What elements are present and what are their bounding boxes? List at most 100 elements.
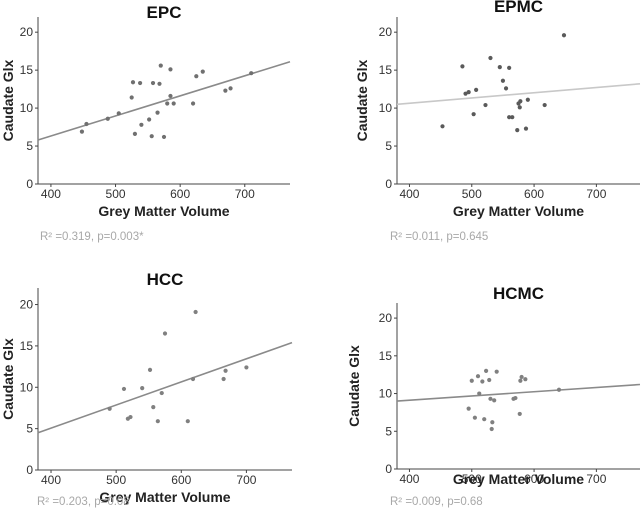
data-point xyxy=(463,91,468,96)
data-point xyxy=(249,71,254,76)
y-tick-label: 10 xyxy=(379,387,393,401)
stat-annotation: R² =0.011, p=0.645 xyxy=(390,231,488,243)
x-tick-label: 600 xyxy=(524,187,544,201)
data-point xyxy=(497,65,502,70)
x-axis-label: Grey Matter Volume xyxy=(98,203,229,219)
data-point xyxy=(121,386,127,392)
data-point xyxy=(147,117,152,122)
y-tick-label: 15 xyxy=(379,63,393,77)
data-point xyxy=(139,122,144,127)
fit-line xyxy=(396,383,641,402)
data-point xyxy=(515,128,520,133)
chart-title: HCMC xyxy=(493,284,544,303)
data-point xyxy=(168,93,173,99)
x-tick-label: 500 xyxy=(106,187,126,201)
y-axis-label: Caudate Glx xyxy=(0,338,16,420)
data-point xyxy=(223,88,228,93)
data-point xyxy=(440,124,445,129)
x-tick-label: 600 xyxy=(524,472,544,486)
data-point xyxy=(484,368,489,374)
x-tick-label: 600 xyxy=(170,187,190,201)
y-tick-label: 10 xyxy=(20,101,34,115)
data-point xyxy=(482,417,487,422)
data-point xyxy=(223,368,228,373)
chart-epc: EPC 0 5 10 15 20 400 500 600 700 Grey Matter Volum… xyxy=(0,3,291,243)
data-point xyxy=(460,64,465,69)
x-tick-label: 400 xyxy=(41,473,61,487)
data-point xyxy=(523,126,529,131)
data-point xyxy=(488,55,493,61)
data-point xyxy=(158,63,163,68)
x-axis-label: Grey Matter Volume xyxy=(453,471,584,487)
data-point xyxy=(130,80,136,85)
data-point xyxy=(116,111,121,116)
y-tick-label: 0 xyxy=(385,462,392,476)
x-tick-label: 500 xyxy=(462,187,482,201)
data-point xyxy=(513,395,518,401)
data-point xyxy=(200,69,205,74)
data-point xyxy=(159,390,164,396)
data-point xyxy=(221,376,226,382)
data-point xyxy=(474,87,479,92)
data-point xyxy=(161,134,167,140)
data-point xyxy=(475,374,481,379)
data-point xyxy=(193,309,198,315)
data-point xyxy=(517,411,522,417)
y-tick-label: 10 xyxy=(20,380,34,394)
data-point xyxy=(466,90,471,95)
data-point xyxy=(488,396,493,401)
data-point xyxy=(480,379,485,384)
data-point xyxy=(518,99,523,104)
data-point xyxy=(507,115,512,120)
fit-line xyxy=(396,83,641,106)
y-tick-label: 0 xyxy=(26,177,33,191)
data-point xyxy=(190,376,196,382)
data-point xyxy=(472,415,477,420)
data-point xyxy=(185,419,190,424)
y-tick-label: 0 xyxy=(385,177,392,191)
chart-title: EPC xyxy=(147,3,182,22)
data-point xyxy=(471,112,476,117)
data-point xyxy=(525,97,530,102)
data-point xyxy=(194,74,199,79)
x-tick-label: 400 xyxy=(399,472,419,486)
y-tick-label: 20 xyxy=(20,298,34,312)
y-tick-label: 15 xyxy=(20,339,34,353)
data-point xyxy=(518,378,523,383)
x-tick-label: 600 xyxy=(171,473,191,487)
data-point xyxy=(503,86,509,91)
data-point xyxy=(244,365,249,370)
y-tick-label: 20 xyxy=(379,311,393,325)
y-tick-label: 10 xyxy=(379,101,393,115)
data-point xyxy=(171,101,176,106)
stat-annotation: R² =0.009, p=0.68 xyxy=(390,496,483,508)
y-tick-label: 20 xyxy=(379,25,393,39)
data-point xyxy=(105,116,110,121)
data-point xyxy=(561,33,567,38)
fit-line xyxy=(37,61,291,141)
data-point xyxy=(157,81,162,86)
y-axis-label: Caudate Glx xyxy=(346,345,362,427)
data-point xyxy=(147,367,153,372)
data-point xyxy=(477,391,482,396)
data-point xyxy=(79,129,85,134)
stat-annotation: R² =0.203, p=0.08 xyxy=(37,496,130,508)
y-tick-label: 5 xyxy=(26,139,33,153)
x-tick-label: 700 xyxy=(586,187,606,201)
data-point xyxy=(469,378,474,383)
stat-annotation: R² =0.319, p=0.003* xyxy=(40,231,144,243)
data-point xyxy=(489,426,494,432)
data-point xyxy=(129,95,134,100)
data-point xyxy=(500,78,506,83)
chart-title: HCC xyxy=(147,270,184,289)
y-axis-label: Caudate Glx xyxy=(354,59,370,141)
data-point xyxy=(137,80,143,86)
data-point xyxy=(128,414,133,420)
data-point xyxy=(487,377,492,383)
data-point xyxy=(84,121,89,127)
data-point xyxy=(228,86,233,91)
data-point xyxy=(162,331,168,336)
data-point xyxy=(519,374,524,380)
data-point xyxy=(165,101,170,106)
data-point xyxy=(494,369,499,374)
